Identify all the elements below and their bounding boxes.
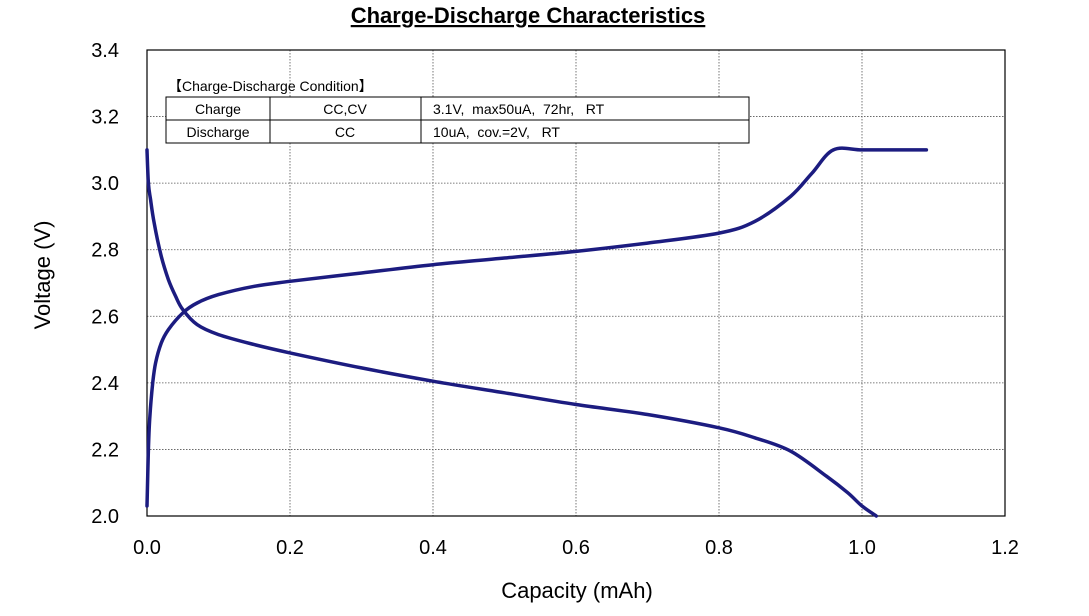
x-axis-label: Capacity (mAh): [501, 578, 653, 603]
y-tick-label: 3.0: [91, 173, 119, 195]
charge-curve: [145, 146, 929, 508]
chart-title: Charge-Discharge Characteristics: [351, 3, 706, 28]
series-layer: [145, 146, 929, 518]
x-tick-label: 1.2: [991, 537, 1019, 559]
y-tick-label: 3.4: [91, 40, 119, 62]
charge-type-cell: Charge: [195, 101, 241, 117]
x-tick-label: 0.4: [419, 537, 447, 559]
conditions-heading: 【Charge-Discharge Condition】: [168, 78, 373, 94]
y-tick-label: 2.0: [91, 506, 119, 528]
y-tick-label: 2.6: [91, 306, 119, 328]
y-tick-label: 3.2: [91, 107, 119, 129]
y-axis-label: Voltage (V): [30, 221, 55, 330]
x-tick-label: 0.0: [133, 537, 161, 559]
x-tick-label: 0.6: [562, 537, 590, 559]
y-tick-label: 2.4: [91, 373, 119, 395]
y-tick-label: 2.8: [91, 240, 119, 262]
discharge-mode-cell: CC: [335, 124, 355, 140]
plot-frame: [146, 49, 1006, 517]
x-tick-label: 0.8: [705, 537, 733, 559]
tick-labels: 0.0 0.2 0.4 0.6 0.8 1.0 1.2 2.0 2.2 2.4 2.6 2.8 3.0 3…: [91, 40, 1019, 559]
discharge-type-cell: Discharge: [186, 124, 249, 140]
x-tick-label: 1.0: [848, 537, 876, 559]
discharge-curve: [145, 148, 879, 518]
discharge-detail-cell: 10uA, cov.=2V, RT: [433, 124, 560, 140]
charge-mode-cell: CC,CV: [323, 101, 367, 117]
conditions-box: 【Charge-Discharge Condition】 Charge CC,C…: [165, 78, 750, 144]
x-tick-label: 0.2: [276, 537, 304, 559]
y-tick-label: 2.2: [91, 439, 119, 461]
charge-detail-cell: 3.1V, max50uA, 72hr, RT: [433, 101, 605, 117]
